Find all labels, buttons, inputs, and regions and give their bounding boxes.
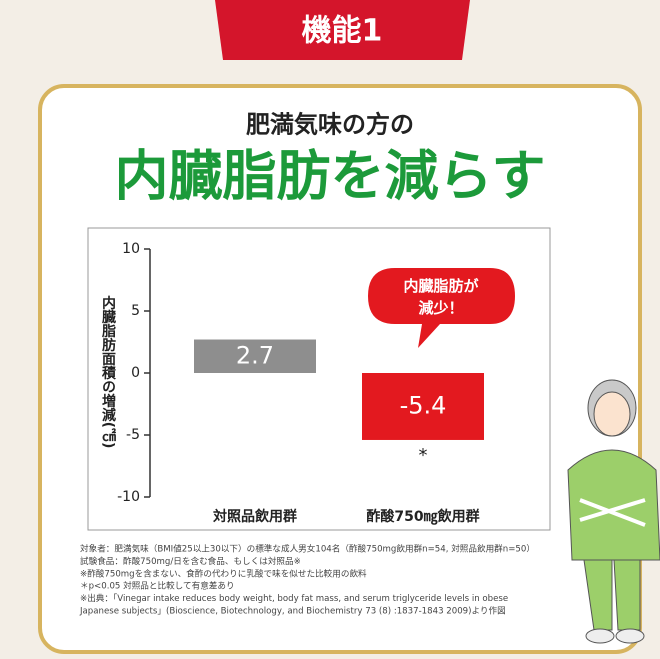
y-tick-label: 0: [131, 365, 140, 381]
value-label: -5.4: [400, 391, 447, 419]
value-label: 2.7: [236, 341, 274, 369]
callout-line: 減少！: [418, 299, 463, 317]
footnote: ＊p<0.05 対照品と比較して有意差あり: [80, 580, 235, 592]
footnote: 対象者：肥満気味（BMI値25以上30以下）の標準な成人男女104名（酢酸750…: [80, 543, 535, 555]
footnote: 試験食品：酢酸750mg/日を含む食品、もしくは対照品※: [80, 555, 301, 567]
headline: 内臓脂肪を減らす: [115, 145, 546, 208]
page: {"badge": "機能1", "subtitle": "肥満気味の方の", …: [0, 0, 660, 659]
callout-line: 内臓脂肪が: [403, 277, 479, 295]
y-tick-label: -5: [126, 427, 140, 443]
footnote: Japanese subjects」(Bioscience, Biotechno…: [79, 605, 506, 617]
x-tick-label: 対照品飲用群: [212, 508, 297, 525]
badge-text: 機能1: [302, 14, 383, 49]
footnote: ※出典：「Vinegar intake reduces body weight,…: [80, 592, 508, 604]
x-tick-label: 酢酸750㎎飲用群: [366, 508, 479, 526]
y-axis-label: 内臓脂肪面積の増減(㎠): [100, 295, 117, 448]
infographic: 機能1 肥満気味の方の 内臓脂肪を減らす 内臓脂肪面積の増減(㎠) -10 -5 0…: [0, 0, 660, 659]
subtitle: 肥満気味の方の: [246, 110, 414, 139]
y-tick-label: 5: [131, 303, 140, 319]
significance-mark: *: [419, 445, 428, 466]
y-tick-label: 10: [122, 241, 140, 257]
y-tick-label: -10: [117, 489, 140, 505]
footnote: ※酢酸750mgを含まない、食酢の代わりに乳酸で味を似せた比較用の飲料: [80, 567, 367, 579]
